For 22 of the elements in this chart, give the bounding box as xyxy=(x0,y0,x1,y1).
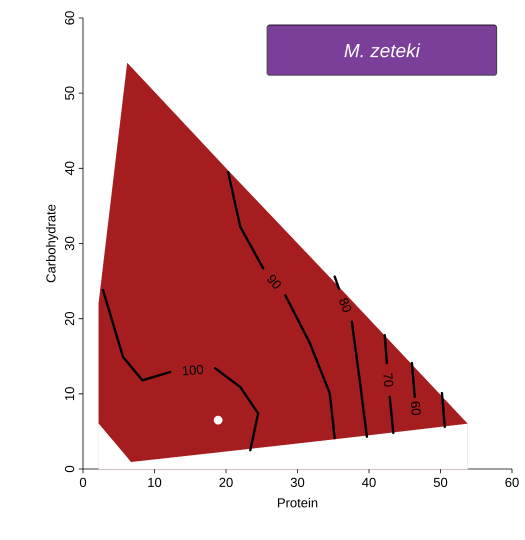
text: 60 xyxy=(410,402,421,415)
series-label: 100 xyxy=(182,364,204,376)
x-tick-label: 30 xyxy=(290,478,304,487)
x-tick-label: 20 xyxy=(219,478,233,487)
text: 80 xyxy=(339,298,352,312)
y-tick-label: 20 xyxy=(64,312,74,326)
y-tick-label: 60 xyxy=(64,11,74,25)
y-tick-label: 10 xyxy=(64,387,74,400)
y-tick-label: 0 xyxy=(64,466,74,472)
x-axis-title: Protein xyxy=(278,498,318,508)
x-tick-label: 0 xyxy=(80,478,86,487)
y-tick-label: 40 xyxy=(64,162,74,176)
x-tick-label: 10 xyxy=(148,478,162,487)
y-axis-title: Carbohydrate xyxy=(46,204,58,282)
text: 70 xyxy=(383,372,394,387)
x-tick-label: 40 xyxy=(362,478,376,487)
y-tick-label: 50 xyxy=(64,86,74,100)
x-tick-label: 50 xyxy=(434,478,448,487)
y-tick-label: 30 xyxy=(64,236,74,250)
annotation: M. zeteki xyxy=(344,43,420,58)
x-tick-label: 60 xyxy=(505,478,519,487)
text: 90 xyxy=(267,274,281,289)
